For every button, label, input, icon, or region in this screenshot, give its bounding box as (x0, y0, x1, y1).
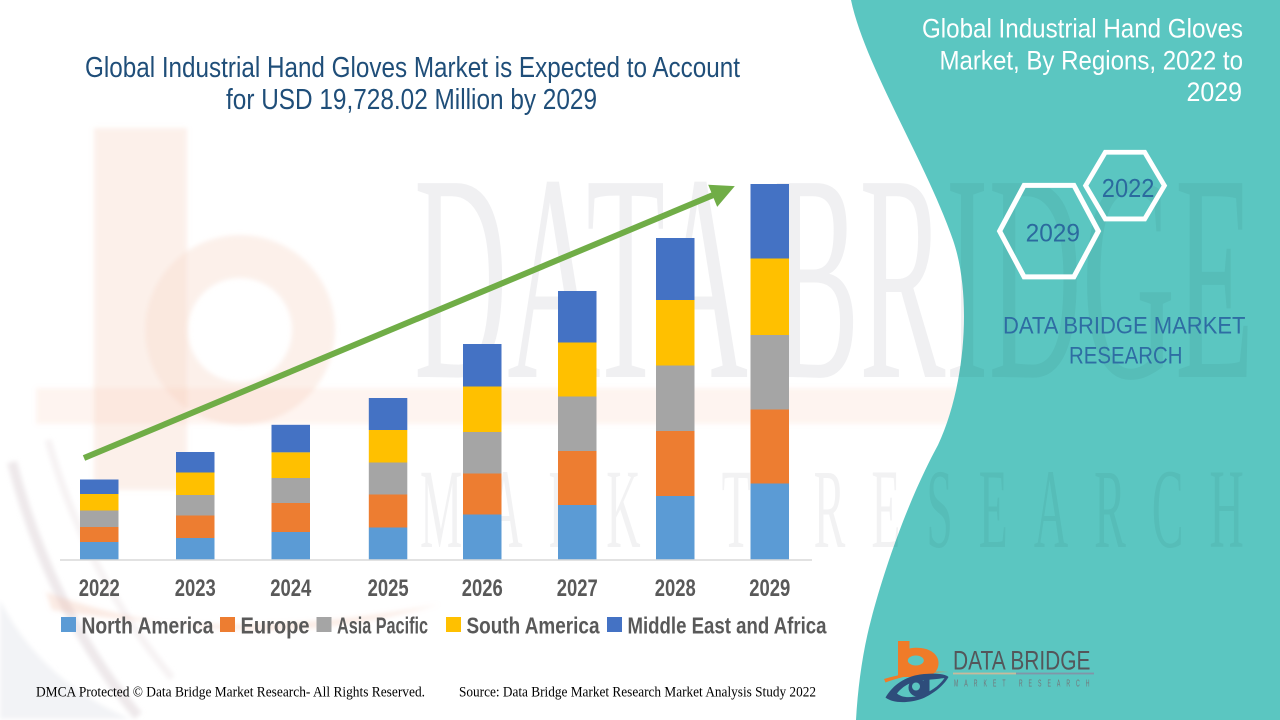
svg-text:2029: 2029 (1187, 77, 1243, 107)
svg-text:Asia Pacific: Asia Pacific (337, 613, 428, 639)
svg-text:DATA BRIDGE: DATA BRIDGE (953, 646, 1091, 676)
svg-text:DMCA Protected © Data Bridge M: DMCA Protected © Data Bridge Market Rese… (36, 685, 425, 701)
svg-text:2022: 2022 (79, 575, 120, 602)
svg-text:2029: 2029 (749, 575, 790, 602)
svg-text:Europe: Europe (241, 613, 310, 639)
svg-text:2027: 2027 (557, 575, 598, 602)
svg-text:RESEARCH: RESEARCH (1069, 343, 1183, 370)
svg-text:2022: 2022 (1102, 173, 1155, 203)
svg-text:South America: South America (467, 613, 600, 639)
svg-text:2026: 2026 (462, 575, 503, 602)
svg-text:DATA BRIDGE MARKET: DATA BRIDGE MARKET (1003, 313, 1246, 340)
svg-text:Market, By Regions, 2022 to: Market, By Regions, 2022 to (940, 46, 1244, 76)
svg-text:2029: 2029 (1026, 219, 1080, 247)
svg-text:MARKET RESEARCH: MARKET RESEARCH (954, 678, 1096, 689)
svg-text:Global Industrial Hand Gloves: Global Industrial Hand Gloves (922, 14, 1243, 44)
svg-text:2023: 2023 (175, 575, 216, 602)
svg-text:2024: 2024 (270, 575, 312, 602)
svg-text:for USD 19,728.02 Million by 2: for USD 19,728.02 Million by 2029 (226, 84, 597, 116)
svg-text:North America: North America (82, 613, 214, 639)
svg-text:2028: 2028 (655, 575, 696, 602)
svg-text:Global Industrial Hand Gloves: Global Industrial Hand Gloves Market is … (85, 52, 740, 84)
svg-text:2025: 2025 (368, 575, 409, 602)
svg-text:Source: Data Bridge Market Res: Source: Data Bridge Market Research Mark… (459, 685, 816, 701)
svg-text:Middle East and Africa: Middle East and Africa (628, 613, 827, 639)
